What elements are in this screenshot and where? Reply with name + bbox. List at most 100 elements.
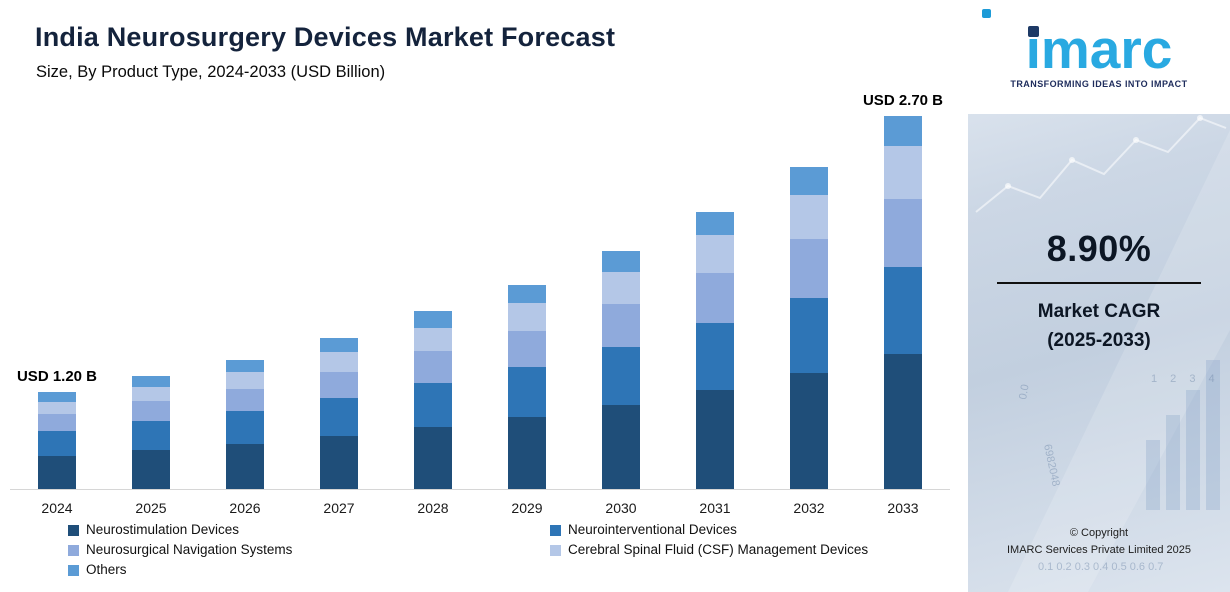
decor-number: 1 2 3 4 xyxy=(1151,373,1220,385)
legend-swatch xyxy=(550,544,561,556)
legend-item: Cerebral Spinal Fluid (CSF) Management D… xyxy=(550,542,948,557)
bar-segment xyxy=(132,375,170,387)
bar-2025 xyxy=(132,375,170,489)
bar-segment xyxy=(414,351,452,384)
bar-segment xyxy=(226,359,264,373)
bar-segment xyxy=(602,251,640,273)
bar-segment xyxy=(790,167,828,195)
bar-segment xyxy=(696,323,734,390)
imarc-wordmark: ımarc xyxy=(1025,17,1173,80)
legend-item: Neurostimulation Devices xyxy=(68,522,550,537)
bar-2031 xyxy=(696,211,734,489)
decor-line-chart xyxy=(975,116,1227,213)
legend-label: Cerebral Spinal Fluid (CSF) Management D… xyxy=(568,542,869,557)
bar-2028 xyxy=(414,311,452,489)
bar-segment xyxy=(696,211,734,235)
bar-column: 2029 xyxy=(480,110,574,516)
sidebar-decor-graphics: 1 2 3 4 0.0 6982048 0.1 0.2 0.3 0.4 0.5 … xyxy=(975,115,1230,592)
bar-segment xyxy=(320,371,358,399)
bar-2027 xyxy=(320,337,358,489)
chart-title: India Neurosurgery Devices Market Foreca… xyxy=(35,22,616,52)
x-axis-label: 2024 xyxy=(41,500,73,516)
cagr-label: Market CAGR xyxy=(1037,301,1161,322)
bar-segment xyxy=(602,272,640,305)
bar-2033 xyxy=(884,116,922,489)
x-axis-label: 2029 xyxy=(511,500,543,516)
bar-segment xyxy=(320,436,358,489)
logo-i-dot-icon xyxy=(1027,25,1039,37)
bar-segment xyxy=(508,303,546,331)
bar-segment xyxy=(226,411,264,444)
bar-segment xyxy=(790,194,828,240)
bar-segment xyxy=(508,417,546,489)
x-axis-label: 2028 xyxy=(417,500,449,516)
bar-column: 2028 xyxy=(386,110,480,516)
x-axis-label: 2033 xyxy=(887,500,919,516)
x-axis-label: 2026 xyxy=(229,500,261,516)
bar-segment xyxy=(38,392,76,403)
bar-column: 2026 xyxy=(198,110,292,516)
bar-segment xyxy=(132,401,170,422)
legend-label: Others xyxy=(86,562,127,577)
bar-column: 2025 xyxy=(104,110,198,516)
bar-segment xyxy=(696,234,734,274)
legend-item: Neurosurgical Navigation Systems xyxy=(68,542,550,557)
x-axis-label: 2031 xyxy=(699,500,731,516)
imarc-logo: ımarc TRANSFORMING IDEAS INTO IMPACT xyxy=(968,0,1230,114)
bar-2030 xyxy=(602,251,640,489)
bar-segment xyxy=(790,373,828,489)
bar-column: 2031 xyxy=(668,110,762,516)
logo-corner-dot-icon xyxy=(982,9,991,18)
decor-bar-chart xyxy=(1146,360,1220,510)
legend-swatch xyxy=(68,524,79,536)
bar-segment xyxy=(226,372,264,389)
bar-segment xyxy=(508,284,546,304)
imarc-wordmark-wrap: ımarc xyxy=(1026,21,1173,76)
bar-segment xyxy=(320,352,358,372)
legend-swatch xyxy=(68,564,79,576)
legend: Neurostimulation Devices Neurointerventio… xyxy=(68,522,948,577)
logo-tagline: TRANSFORMING IDEAS INTO IMPACT xyxy=(1010,79,1188,90)
bar-column: USD 2.70 B 2033 xyxy=(856,92,950,516)
bar-total-label: USD 2.70 B xyxy=(862,92,944,109)
bar-segment xyxy=(132,386,170,402)
decor-ribbon xyxy=(1008,130,1230,592)
x-axis-label: 2027 xyxy=(323,500,355,516)
x-axis-label: 2030 xyxy=(605,500,637,516)
copyright: © Copyright IMARC Services Private Limit… xyxy=(968,525,1230,560)
bar-segment xyxy=(132,450,170,489)
bar-total-label: USD 1.20 B xyxy=(16,368,98,386)
bar-segment xyxy=(790,239,828,298)
bar-segment xyxy=(226,443,264,489)
cagr-value: 8.90% xyxy=(1046,228,1152,269)
bar-segment xyxy=(508,330,546,368)
decor-line-points xyxy=(1005,115,1203,189)
bar-segment xyxy=(696,273,734,324)
bar-segment xyxy=(696,389,734,489)
bar-column: 2027 xyxy=(292,110,386,516)
legend-item: Neurointerventional Devices xyxy=(550,522,948,537)
legend-label: Neurointerventional Devices xyxy=(568,522,737,537)
decor-number: 0.0 xyxy=(1017,383,1031,400)
x-axis-label: 2032 xyxy=(793,500,825,516)
bar-segment xyxy=(414,427,452,489)
bar-segment xyxy=(226,388,264,412)
bar-segment xyxy=(132,421,170,451)
cagr-block: 8.90% Market CAGR (2025-2033) xyxy=(968,228,1230,355)
chart-panel: India Neurosurgery Devices Market Foreca… xyxy=(10,22,950,577)
x-axis-label: 2025 xyxy=(135,500,167,516)
copyright-line2: IMARC Services Private Limited 2025 xyxy=(1006,544,1191,557)
bar-segment xyxy=(38,431,76,456)
bar-column: 2030 xyxy=(574,110,668,516)
decor-number: 6982048 xyxy=(1041,443,1062,487)
bar-2029 xyxy=(508,284,546,489)
bar-2032 xyxy=(790,167,828,489)
bar-segment xyxy=(320,337,358,353)
bar-segment xyxy=(884,198,922,267)
bar-segment xyxy=(414,383,452,428)
bar-2026 xyxy=(226,359,264,489)
bar-segment xyxy=(38,414,76,431)
bar-segment xyxy=(790,297,828,374)
bar-segment xyxy=(884,353,922,489)
copyright-line1: © Copyright xyxy=(1069,526,1129,539)
